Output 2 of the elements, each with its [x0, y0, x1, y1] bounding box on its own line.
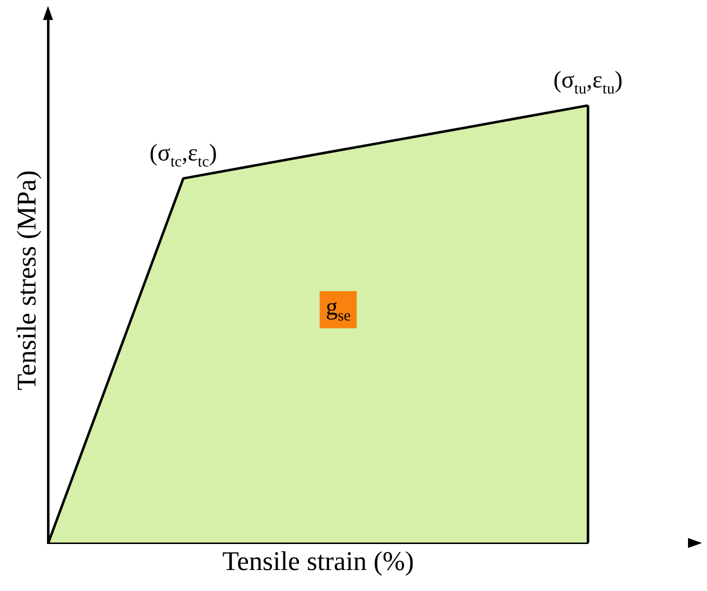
x-axis-title: Tensile strain (%) — [222, 546, 414, 576]
y-axis-title: Tensile stress (MPa) — [11, 170, 42, 390]
